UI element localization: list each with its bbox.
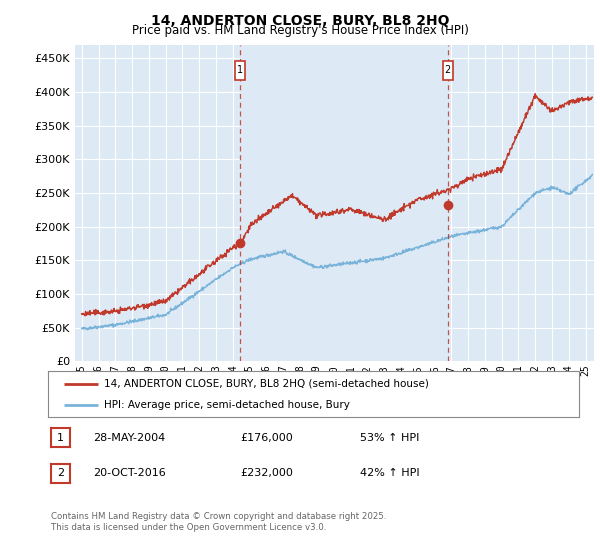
Text: £176,000: £176,000	[240, 433, 293, 443]
Text: 1: 1	[237, 65, 243, 75]
Text: 1: 1	[57, 433, 64, 443]
Text: 2: 2	[57, 468, 64, 478]
Text: 53% ↑ HPI: 53% ↑ HPI	[360, 433, 419, 443]
Text: 14, ANDERTON CLOSE, BURY, BL8 2HQ: 14, ANDERTON CLOSE, BURY, BL8 2HQ	[151, 14, 449, 28]
Text: 20-OCT-2016: 20-OCT-2016	[93, 468, 166, 478]
Text: £232,000: £232,000	[240, 468, 293, 478]
FancyBboxPatch shape	[235, 60, 245, 80]
Text: 14, ANDERTON CLOSE, BURY, BL8 2HQ (semi-detached house): 14, ANDERTON CLOSE, BURY, BL8 2HQ (semi-…	[104, 379, 428, 389]
Text: HPI: Average price, semi-detached house, Bury: HPI: Average price, semi-detached house,…	[104, 400, 350, 410]
Text: 42% ↑ HPI: 42% ↑ HPI	[360, 468, 419, 478]
FancyBboxPatch shape	[443, 60, 453, 80]
Bar	[240, 45, 448, 361]
Text: Price paid vs. HM Land Registry's House Price Index (HPI): Price paid vs. HM Land Registry's House …	[131, 24, 469, 37]
Text: 28-MAY-2004: 28-MAY-2004	[93, 433, 165, 443]
Text: Contains HM Land Registry data © Crown copyright and database right 2025.
This d: Contains HM Land Registry data © Crown c…	[51, 512, 386, 532]
Text: 2: 2	[445, 65, 451, 75]
